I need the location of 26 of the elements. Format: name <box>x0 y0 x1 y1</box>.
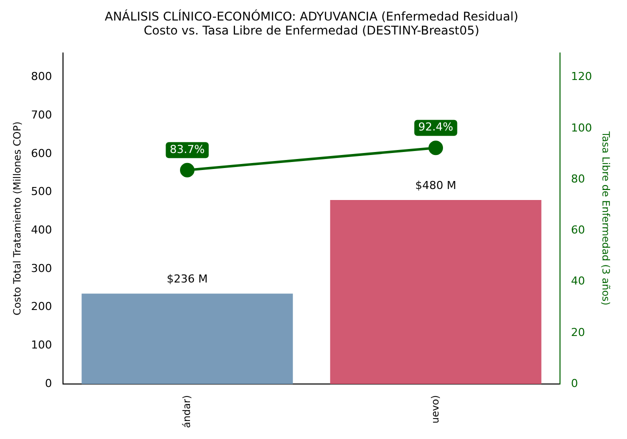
y2-tick-label: 0 <box>571 376 578 390</box>
y-tick-label: 400 <box>30 224 52 237</box>
data-label: 83.7% <box>170 142 205 156</box>
y-tick-label: 0 <box>44 376 52 390</box>
chart-subtitle: Costo vs. Tasa Libre de Enfermedad (DESTINY-Breast05) <box>144 24 480 38</box>
y-tick-label: 200 <box>30 300 52 314</box>
x-tick-label: ándar) <box>182 394 193 428</box>
y2-tick-label: 120 <box>571 70 592 84</box>
data-label: 92.4% <box>418 120 454 134</box>
y2-tick-label: 60 <box>571 224 586 237</box>
y2-tick-label: 20 <box>571 326 586 339</box>
chart-title: ANÁLISIS CLÍNICO-ECONÓMICO: ADYUVANCIA (Enfermedad Residual) <box>104 8 518 24</box>
data-label: $236 M <box>166 272 208 286</box>
y2-tick-label: 80 <box>571 172 586 186</box>
y2-tick-label: 40 <box>571 274 586 288</box>
y-tick-label: 500 <box>30 185 52 198</box>
y2-tick-label: 100 <box>571 121 592 134</box>
y2-axis-title: Tasa Libre de Enfermedad (3 años) <box>599 130 610 306</box>
data-label: $480 M <box>415 178 456 192</box>
y-tick-label: 300 <box>30 262 52 275</box>
y-axis-title: Costo Total Tratamiento (Millones COP) <box>12 121 24 316</box>
y-tick-label: 100 <box>30 338 52 352</box>
y-tick-label: 600 <box>30 146 52 160</box>
x-tick-label: uevo) <box>430 394 442 424</box>
y-tick-label: 800 <box>30 70 52 84</box>
y-tick-label: 700 <box>30 108 52 122</box>
